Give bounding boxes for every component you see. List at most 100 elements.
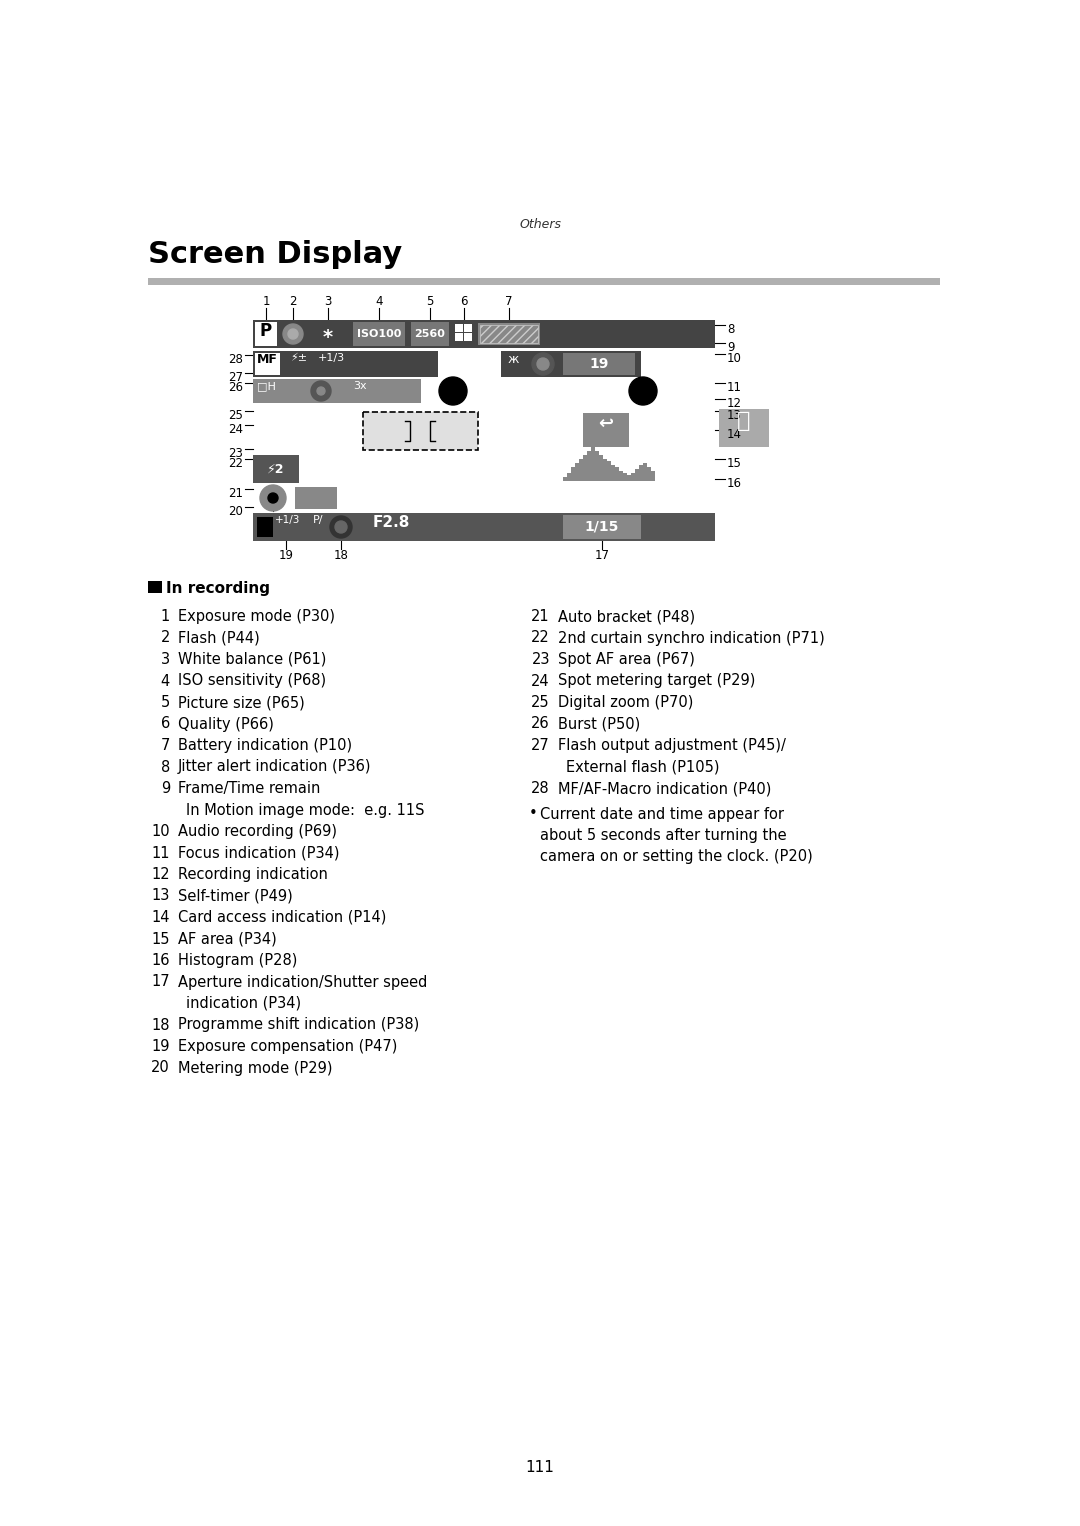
Bar (651, 472, 654, 481)
Text: 20: 20 (228, 505, 243, 517)
Text: Battery indication (P10): Battery indication (P10) (178, 739, 352, 752)
Text: 28: 28 (228, 353, 243, 366)
Bar (611, 465, 615, 481)
Circle shape (330, 516, 352, 539)
Text: Exposure compensation (P47): Exposure compensation (P47) (178, 1039, 397, 1054)
Text: 16: 16 (727, 478, 742, 490)
Text: 15: 15 (151, 931, 170, 946)
Text: Flash output adjustment (P45)/: Flash output adjustment (P45)/ (558, 739, 786, 752)
Bar (353, 322, 405, 346)
Bar (411, 322, 449, 346)
Text: Flash (P44): Flash (P44) (178, 630, 260, 645)
Text: Aperture indication/Shutter speed: Aperture indication/Shutter speed (178, 975, 428, 989)
Text: 20: 20 (151, 1061, 170, 1076)
Bar (464, 333, 472, 340)
Bar (148, 581, 162, 594)
Bar (253, 513, 715, 542)
Text: 13: 13 (151, 888, 170, 903)
Text: 27: 27 (531, 739, 550, 752)
Text: 111: 111 (526, 1460, 554, 1476)
Bar (571, 467, 575, 481)
Text: *: * (323, 328, 333, 346)
Bar (563, 478, 567, 481)
Text: Card access indication (P14): Card access indication (P14) (178, 909, 387, 925)
Text: 3: 3 (324, 295, 332, 308)
Bar (455, 333, 463, 340)
Circle shape (728, 412, 760, 444)
Text: 23: 23 (228, 447, 243, 459)
Bar (253, 351, 438, 377)
Bar (478, 324, 540, 345)
Text: 16: 16 (151, 954, 170, 967)
Text: 22: 22 (228, 456, 243, 470)
Text: 11: 11 (151, 845, 170, 861)
Text: 28: 28 (531, 781, 550, 797)
Bar (583, 455, 586, 481)
Text: Self-timer (P49): Self-timer (P49) (178, 888, 293, 903)
Text: 4: 4 (161, 673, 170, 688)
Text: 9: 9 (727, 340, 734, 354)
Text: 5: 5 (161, 694, 170, 710)
Text: +1/3: +1/3 (318, 353, 346, 363)
Circle shape (335, 520, 347, 533)
Bar (623, 473, 626, 481)
Text: MF: MF (257, 353, 278, 366)
Text: ↩: ↩ (598, 415, 613, 433)
Bar (480, 325, 538, 343)
Bar (567, 473, 570, 481)
Text: Focus indication (P34): Focus indication (P34) (178, 845, 339, 861)
Text: 8: 8 (727, 324, 734, 336)
Bar (647, 467, 650, 481)
Bar (599, 455, 603, 481)
Text: 2: 2 (161, 630, 170, 645)
Bar (363, 412, 478, 450)
Bar (148, 278, 940, 285)
Bar (631, 473, 635, 481)
Bar (607, 461, 610, 481)
Text: •: • (529, 807, 538, 821)
Text: 2560: 2560 (415, 330, 445, 339)
Bar (253, 378, 421, 403)
Text: Programme shift indication (P38): Programme shift indication (P38) (178, 1018, 419, 1033)
Bar (591, 447, 594, 481)
Text: 17: 17 (594, 549, 609, 562)
Text: 17: 17 (151, 975, 170, 989)
Text: Digital zoom (P70): Digital zoom (P70) (558, 694, 693, 710)
Text: Frame/Time remain: Frame/Time remain (178, 781, 321, 797)
Text: ISO100: ISO100 (356, 330, 401, 339)
Text: 5: 5 (427, 295, 434, 308)
Text: 8: 8 (161, 760, 170, 775)
Circle shape (318, 388, 325, 395)
Text: ⏰: ⏰ (738, 410, 751, 430)
Text: about 5 seconds after turning the: about 5 seconds after turning the (540, 829, 786, 842)
Bar (295, 487, 337, 510)
Text: Metering mode (P29): Metering mode (P29) (178, 1061, 333, 1076)
Text: AF area (P34): AF area (P34) (178, 931, 276, 946)
Text: Quality (P66): Quality (P66) (178, 717, 274, 731)
Bar (253, 320, 715, 542)
Text: 2: 2 (289, 295, 297, 308)
Text: 3: 3 (161, 652, 170, 667)
Bar (501, 351, 642, 377)
Bar (627, 475, 631, 481)
Text: 14: 14 (151, 909, 170, 925)
Text: 13: 13 (727, 409, 742, 423)
Text: camera on or setting the clock. (P20): camera on or setting the clock. (P20) (540, 850, 813, 865)
Bar (255, 353, 280, 375)
Bar (455, 324, 463, 333)
Text: In Motion image mode:  e.g. 11S: In Motion image mode: e.g. 11S (186, 803, 424, 818)
Bar (643, 462, 647, 481)
Text: 18: 18 (151, 1018, 170, 1033)
Text: 26: 26 (228, 382, 243, 394)
Text: 19: 19 (279, 549, 294, 562)
Text: 7: 7 (505, 295, 513, 308)
Text: Recording indication: Recording indication (178, 867, 328, 882)
Text: ⚡2: ⚡2 (267, 462, 285, 476)
Bar (464, 324, 472, 333)
Circle shape (288, 330, 298, 339)
Text: Exposure mode (P30): Exposure mode (P30) (178, 609, 335, 624)
Text: In recording: In recording (166, 581, 270, 597)
Text: 2nd curtain synchro indication (P71): 2nd curtain synchro indication (P71) (558, 630, 825, 645)
Bar (595, 452, 598, 481)
Bar (719, 409, 769, 447)
